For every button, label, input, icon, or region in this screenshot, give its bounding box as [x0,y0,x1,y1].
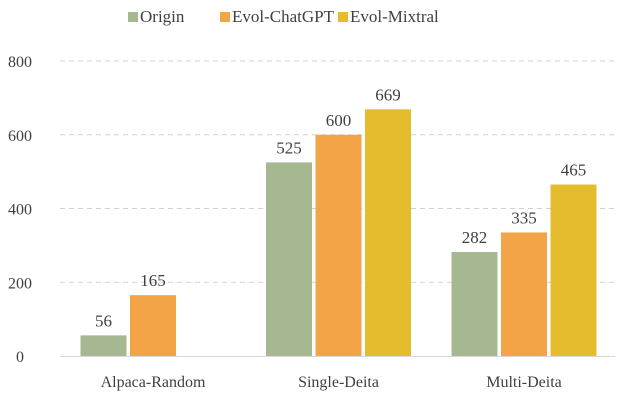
data-label: 165 [140,271,166,290]
legend-swatch [338,12,348,22]
bar-evol-mixtral [550,184,597,356]
bar-evol-chatgpt [130,295,176,356]
data-label: 525 [276,138,302,157]
data-label: 335 [511,208,537,227]
bar-evol-mixtral [365,109,411,357]
data-labels: 56 165 525 600 669 282 335 465 [95,85,586,330]
x-axis: Alpaca-Random Single-Deita Multi-Deita [101,374,562,391]
legend-swatch [128,12,138,22]
x-tick-label: Alpaca-Random [101,374,206,391]
data-label: 56 [95,311,112,330]
bar-origin [266,162,312,356]
data-label: 282 [462,228,488,247]
bar-origin [451,252,498,356]
y-tick-label: 800 [8,54,32,71]
y-tick-label: 0 [16,349,24,366]
bar-origin [80,335,127,356]
y-tick-label: 400 [8,202,32,219]
y-tick-label: 200 [8,275,32,292]
data-label: 600 [326,111,352,130]
data-label: 669 [375,85,401,104]
y-axis: 0 200 400 600 800 [8,54,32,366]
legend-swatch [220,12,230,22]
legend-label: Evol-Mixtral [350,7,439,26]
legend-label: Evol-ChatGPT [232,7,335,26]
legend: Origin Evol-ChatGPT Evol-Mixtral [128,7,439,26]
bars [80,109,597,357]
bar-evol-chatgpt [501,232,547,356]
x-tick-label: Single-Deita [298,374,379,391]
y-tick-label: 600 [8,128,32,145]
bar-evol-chatgpt [315,134,362,356]
legend-label: Origin [140,7,185,26]
data-label: 465 [561,161,587,180]
x-tick-label: Multi-Deita [486,374,562,391]
